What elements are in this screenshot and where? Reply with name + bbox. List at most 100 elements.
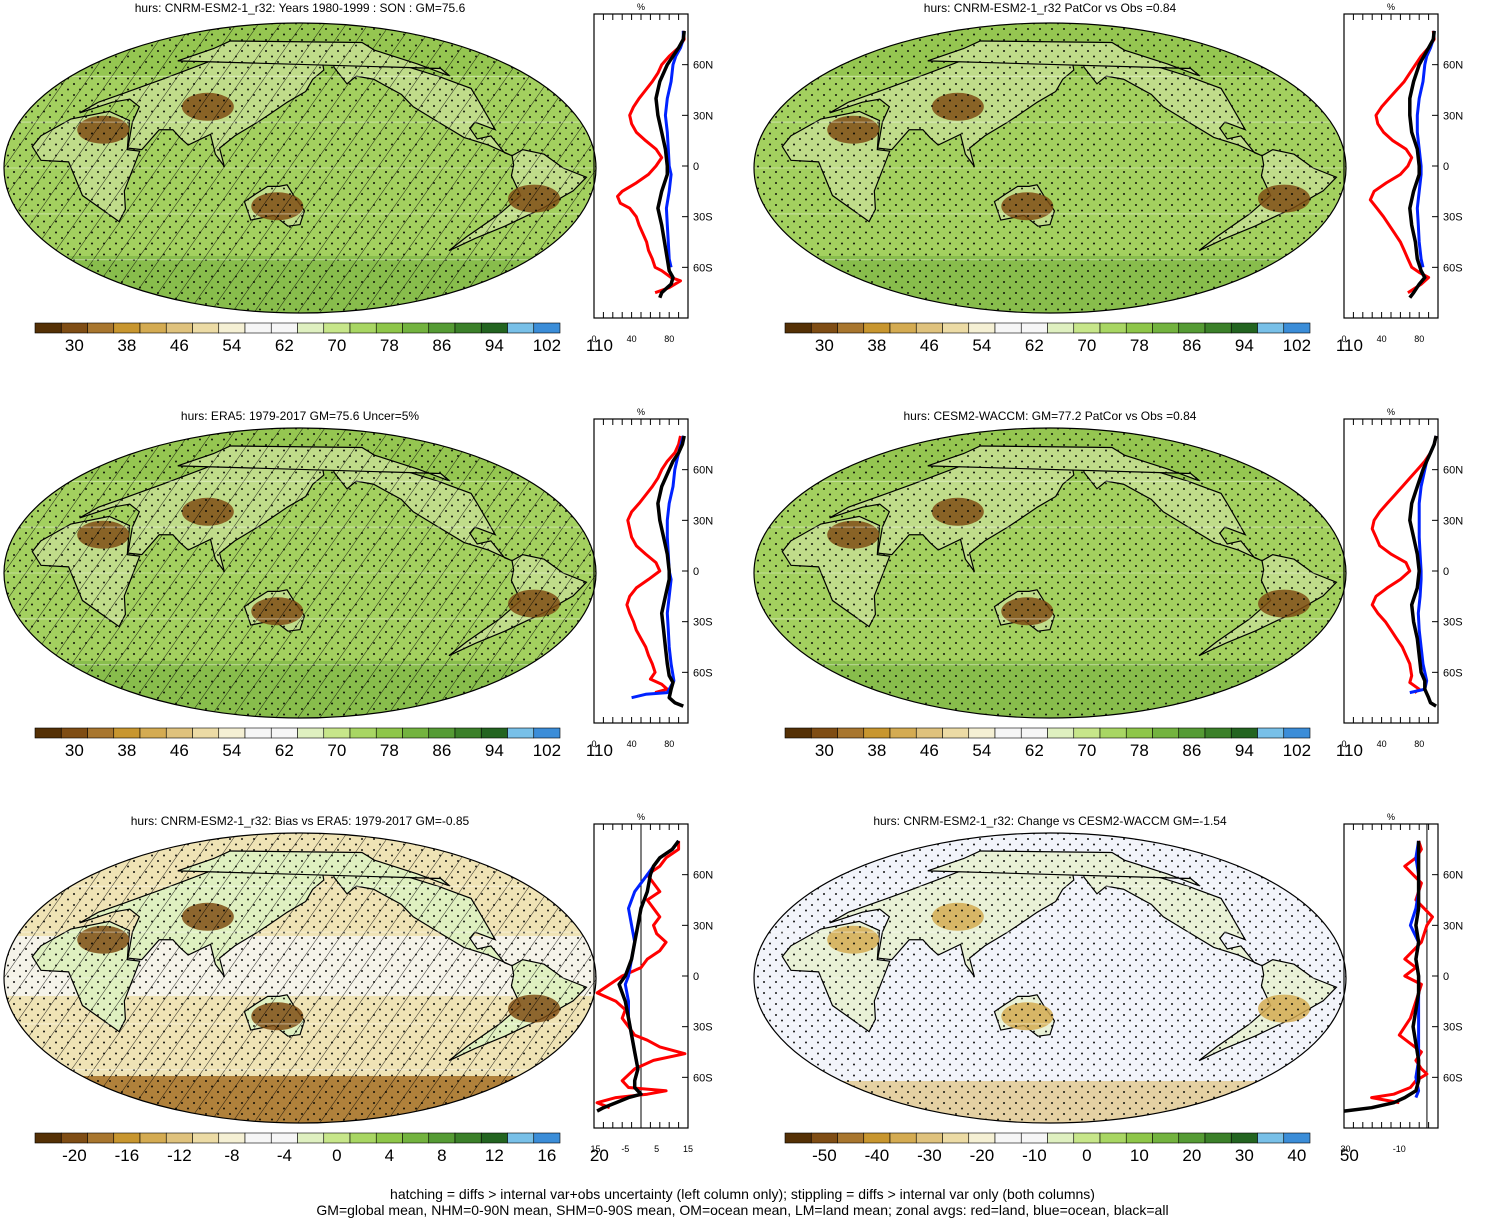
zonal-land-line	[1370, 435, 1438, 694]
colorbar-label: 30	[64, 741, 84, 760]
colorbar-swatch	[270, 322, 298, 334]
zonal-x-tick-label: -10	[1393, 1144, 1406, 1154]
colorbar-swatch	[1257, 1132, 1285, 1144]
zonal-mean-plot: % 60N 30N 0 30S 60S 0 40 80	[591, 2, 713, 344]
colorbar-label: 30	[814, 741, 834, 760]
zonal-x-tick-label: -15	[590, 1144, 601, 1154]
colorbar-swatch	[192, 322, 220, 334]
colorbar-label: 38	[117, 741, 137, 760]
zonal-mean-plot: % 60N 30N 0 30S 60S 0 40 80	[1341, 2, 1463, 344]
map-title: hurs: ERA5: 1979-2017 GM=75.6 Uncer=5%	[180, 409, 420, 423]
colorbar-label: 86	[1182, 741, 1202, 760]
colorbar-label: 78	[379, 741, 399, 760]
zonal-lat-label: 0	[693, 566, 699, 578]
colorbar-label: 94	[484, 741, 504, 760]
colorbar-label: 78	[1129, 336, 1149, 355]
colorbar	[34, 322, 561, 334]
colorbar-swatch	[60, 1132, 88, 1144]
colorbar-swatch	[139, 322, 167, 334]
zonal-lat-label: 0	[693, 971, 699, 983]
stippling	[754, 23, 1346, 313]
zonal-land-line	[595, 840, 687, 1110]
colorbar-label: -20	[969, 1146, 995, 1165]
zonal-lat-label: 60N	[693, 60, 713, 72]
zonal-lat-label: 60N	[693, 870, 713, 882]
colorbar-swatch	[34, 727, 62, 739]
zonal-land-line	[616, 30, 686, 295]
colorbar-swatch	[323, 727, 351, 739]
zonal-x-tick-label: 15	[683, 1144, 693, 1154]
colorbar-label: 12	[484, 1146, 504, 1165]
colorbar-swatch	[915, 322, 943, 334]
zonal-x-tick-label: 0	[1341, 334, 1346, 344]
colorbar-swatch	[1047, 322, 1075, 334]
map-title: hurs: CNRM-ESM2-1_r32 PatCor vs Obs =0.8…	[923, 1, 1177, 15]
colorbar-swatch	[1257, 322, 1285, 334]
colorbar-swatch	[1283, 1132, 1311, 1144]
colorbar-label: 8	[437, 1146, 447, 1165]
colorbar-swatch	[889, 1132, 917, 1144]
colorbar-swatch	[113, 322, 141, 334]
colorbar-label: 86	[432, 336, 452, 355]
map-border	[753, 22, 1347, 314]
colorbar-swatch	[192, 1132, 220, 1144]
colorbar-swatch	[837, 1132, 865, 1144]
colorbar-label: -16	[114, 1146, 140, 1165]
colorbar-label: 10	[1129, 1146, 1149, 1165]
colorbar-swatch	[1230, 727, 1258, 739]
zonal-lat-label: 60N	[1443, 870, 1463, 882]
colorbar-swatch	[428, 1132, 456, 1144]
colorbar-swatch	[968, 1132, 996, 1144]
zonal-x-tick-label: 80	[664, 739, 674, 749]
colorbar-labels: 30 38 46 54 62 70 78 86 94 102 110	[34, 336, 613, 358]
zonal-frame	[1343, 823, 1439, 1129]
zonal-x-tick-label: 5	[654, 1144, 659, 1154]
zonal-lat-label: 60S	[1443, 262, 1463, 274]
zonal-ocean-line	[663, 30, 685, 268]
stippling	[754, 428, 1346, 718]
colorbar-swatch	[863, 322, 891, 334]
zonal-lat-label: 30S	[1443, 1022, 1463, 1034]
colorbar-swatch	[165, 727, 193, 739]
colorbar-label: 54	[222, 741, 242, 760]
map-title: hurs: CNRM-ESM2-1_r32: Bias vs ERA5: 197…	[130, 814, 470, 828]
colorbar-swatch	[87, 1132, 115, 1144]
colorbar-swatch	[837, 322, 865, 334]
zonal-all-line	[1408, 435, 1438, 708]
colorbar-swatch	[533, 322, 561, 334]
colorbar-swatch	[1204, 727, 1232, 739]
zonal-land-line	[625, 435, 682, 695]
colorbar-swatch	[1099, 322, 1127, 334]
colorbar-label: 86	[1182, 336, 1202, 355]
colorbar-swatch	[810, 727, 838, 739]
colorbar-swatch	[1125, 322, 1153, 334]
colorbar-swatch	[784, 727, 812, 739]
colorbar-swatch	[942, 1132, 970, 1144]
colorbar-swatch	[323, 322, 351, 334]
zonal-all-line	[654, 30, 686, 299]
zonal-all-line	[1408, 30, 1436, 299]
colorbar-label: -4	[276, 1146, 292, 1165]
colorbar-swatch	[323, 1132, 351, 1144]
zonal-lat-label: 60S	[693, 1072, 713, 1084]
colorbar-swatch	[480, 322, 508, 334]
zonal-lat-label: 30N	[1443, 920, 1463, 932]
colorbar-swatch	[915, 1132, 943, 1144]
colorbar-swatch	[454, 322, 482, 334]
panel-p3: hurs: ERA5: 1979-2017 GM=75.6 Uncer=5% 30…	[0, 405, 735, 805]
map-title: hurs: CESM2-WACCM: GM=77.2 PatCor vs Obs…	[903, 409, 1197, 423]
zonal-lat-label: 30S	[1443, 617, 1463, 629]
colorbar-swatch	[784, 1132, 812, 1144]
colorbar-label: 94	[1234, 741, 1254, 760]
colorbar-label: 54	[972, 336, 992, 355]
colorbar-label: 70	[1077, 741, 1097, 760]
colorbar-label: 62	[274, 741, 294, 760]
colorbar-label: 78	[1129, 741, 1149, 760]
colorbar-swatch	[349, 322, 377, 334]
colorbar-swatch	[784, 322, 812, 334]
colorbar-label: 110	[1335, 741, 1363, 760]
colorbar-label: 62	[274, 336, 294, 355]
colorbar-swatch	[297, 727, 325, 739]
zonal-all-line	[596, 839, 680, 1113]
zonal-x-tick-label: 40	[627, 739, 637, 749]
